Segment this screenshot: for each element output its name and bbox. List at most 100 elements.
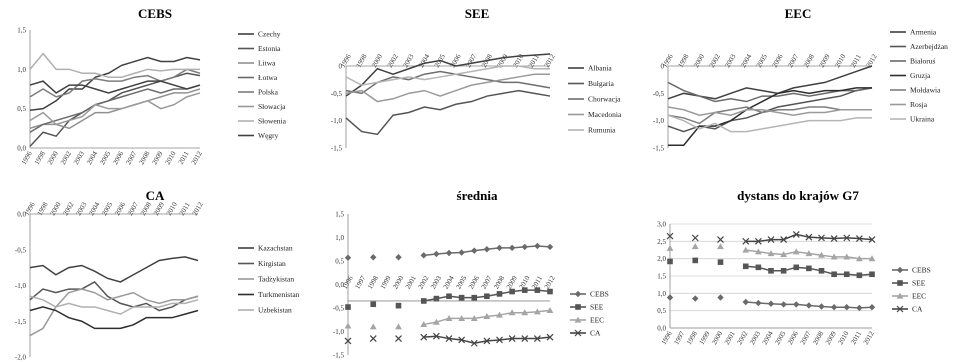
legend-item-kazachstan: Kazachstan: [238, 244, 293, 253]
x-tick-label: 2003: [748, 330, 762, 347]
series-line-macedonia: [345, 73, 550, 103]
data-point-see: [458, 294, 465, 301]
y-tick-label: -0,5: [331, 90, 343, 98]
series-line-albania: [345, 53, 551, 97]
legend-item-uzbekistan: Uzbekistan: [238, 306, 292, 315]
x-tick-label: 2009: [818, 52, 832, 69]
data-point-eec: [344, 322, 352, 329]
data-point-cebs: [868, 304, 876, 311]
data-point-cebs: [471, 247, 478, 254]
x-tick-label: 2007: [799, 330, 813, 347]
y-tick-label: 0,5: [657, 307, 666, 315]
y-tick-label: 3,0: [657, 221, 666, 229]
x-tick-label: 1998: [33, 150, 47, 167]
x-tick-label: 2010: [165, 200, 179, 217]
data-point-see: [420, 298, 427, 304]
x-tick-label: 2002: [736, 330, 750, 347]
data-point-cebs: [856, 304, 863, 312]
chart-dystans: dystans do krajów G7 3,0 2,5 2,0 1,5 1,0 0,5 0,…: [657, 188, 931, 347]
data-point-eec: [691, 243, 699, 250]
x-tick-label: 2012: [543, 274, 557, 291]
series-line-armenia: [667, 65, 873, 100]
series-line-estonia: [29, 72, 201, 147]
y-tick-label: -1,0: [333, 328, 345, 336]
y-tick-label: 0,0: [335, 281, 344, 289]
data-point-eec: [843, 253, 851, 260]
x-tick-label: 2006: [467, 274, 481, 291]
data-point-see: [433, 295, 440, 302]
data-point-see: [793, 264, 800, 271]
legend-item-eec: EEC: [892, 292, 926, 301]
chart-title: dystans do krajów G7: [737, 188, 859, 203]
data-point-ca: [717, 236, 724, 244]
legend-item-czechy: Czechy: [238, 30, 281, 39]
y-tick-label: 0: [661, 63, 665, 71]
x-tick-label: 2005: [100, 200, 114, 217]
series-kazachstan: [29, 256, 199, 283]
series-line-turkmenistan: [29, 306, 199, 330]
series-see: [667, 257, 875, 279]
data-point-eec: [508, 309, 516, 316]
data-point-cebs: [830, 304, 838, 311]
x-tick-label: 2004: [87, 200, 101, 217]
series-line-tadzykistan: [29, 288, 199, 337]
chart-eec: EEC 0 -0,5 -1,0 -1,5 1996 1998 2000 2002 2003 2004…: [653, 6, 948, 153]
data-point-cebs: [843, 304, 850, 311]
legend-label: EEC: [590, 316, 604, 325]
x-tick-label: 2000: [692, 52, 706, 69]
x-tick-label: 1997: [672, 330, 686, 347]
legend-marker: [574, 329, 582, 337]
series-line-polska: [29, 68, 201, 98]
x-tick-label: 2008: [137, 150, 151, 167]
x-tick-label: 1999: [379, 274, 393, 291]
data-point-eec: [483, 313, 491, 320]
data-point-eec: [830, 253, 838, 260]
data-point-eec: [395, 323, 402, 330]
legend-label: Litwa: [258, 59, 276, 68]
data-point-cebs: [546, 243, 554, 251]
chart-title: średnia: [457, 188, 498, 203]
legend-label: EEC: [912, 292, 926, 301]
data-point-see: [742, 263, 749, 270]
legend-label: Macedonia: [588, 110, 622, 119]
data-point-cebs: [344, 254, 352, 261]
series-line-uzbekistan: [29, 295, 199, 315]
data-point-ca: [805, 233, 813, 241]
y-tick-label: 0,5: [17, 105, 26, 113]
data-point-cebs: [818, 303, 825, 310]
x-tick-label: 2007: [124, 150, 138, 167]
series-line-kazachstan: [29, 256, 199, 283]
data-point-see: [869, 271, 875, 278]
x-tick-label: 1998: [676, 52, 690, 69]
chart-title: CA: [146, 188, 165, 203]
series-line-gruzja: [668, 87, 872, 147]
data-point-ca: [666, 232, 674, 240]
x-tick-label: 2003: [72, 150, 86, 167]
data-point-see: [768, 268, 774, 274]
data-point-ca: [691, 234, 699, 242]
series-uzbekistan: [29, 295, 199, 315]
legend-item-lotwa: Łotwa: [238, 73, 278, 82]
legend-label: Rosja: [910, 100, 928, 109]
x-tick-label: 2005: [773, 330, 787, 347]
data-point-cebs: [521, 243, 528, 251]
data-point-eec: [666, 244, 674, 251]
y-tick-label: 0,0: [17, 211, 26, 219]
legend-marker: [897, 280, 903, 286]
series-line-litwa: [29, 88, 201, 130]
x-tick-label: 1998: [36, 200, 50, 217]
data-point-ca: [369, 335, 377, 342]
x-tick-label: 1998: [685, 330, 699, 347]
data-point-see: [345, 304, 351, 310]
series-line-kirgistan: [29, 280, 199, 312]
data-point-ca: [533, 335, 541, 342]
x-tick-label: 1996: [661, 52, 675, 69]
x-tick-label: 2012: [190, 150, 204, 167]
y-tick-label: -1,5: [15, 318, 27, 326]
data-point-see: [692, 257, 699, 264]
legend-label: Azerbejdżan: [910, 42, 948, 51]
legend-marker: [574, 290, 582, 298]
legend-label: Armenia: [910, 28, 937, 37]
